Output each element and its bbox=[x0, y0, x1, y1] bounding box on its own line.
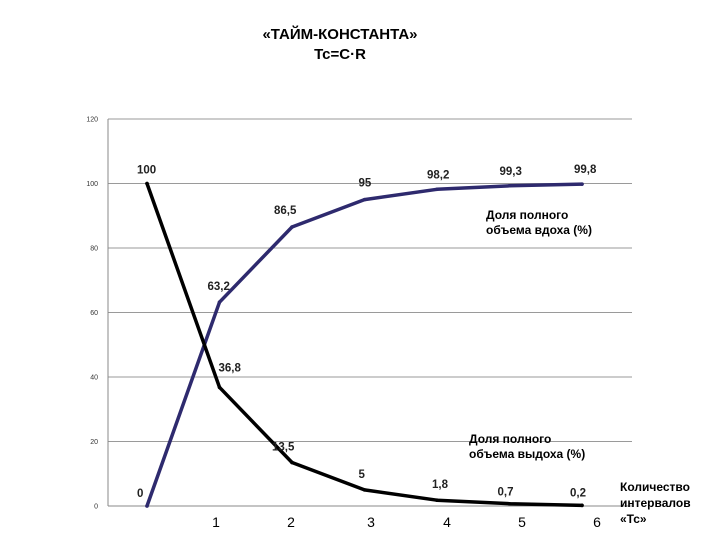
x-tick-label: 2 bbox=[287, 514, 295, 530]
legend-inhale: Доля полного объема вдоха (%) bbox=[486, 208, 592, 238]
legend-exhale: Доля полного объема выдоха (%) bbox=[469, 432, 585, 462]
data-labels: 0 63,2 86,5 95 98,2 99,3 99,8 100 36,8 13,5 5 1,8 0,… bbox=[137, 164, 597, 500]
y-tick-label: 20 bbox=[90, 439, 98, 446]
x-tick-label: 3 bbox=[367, 514, 375, 530]
y-tick-label: 120 bbox=[86, 117, 98, 124]
data-label-inhale: 98,2 bbox=[427, 169, 449, 181]
data-point bbox=[145, 181, 149, 186]
data-label-inhale: 99,8 bbox=[574, 164, 597, 176]
x-axis-title-line3: «Тс» bbox=[620, 512, 647, 526]
x-axis-title-line1: Количество bbox=[620, 480, 690, 494]
y-tick-label: 60 bbox=[90, 310, 98, 317]
y-tick-label: 80 bbox=[90, 246, 98, 253]
data-label-exhale: 0,2 bbox=[570, 487, 586, 499]
grid bbox=[108, 118, 632, 442]
x-tick-label: 1 bbox=[212, 514, 220, 530]
y-tick-label: 40 bbox=[90, 375, 98, 382]
x-axis-title: Количество интервалов «Тс» bbox=[620, 479, 691, 527]
chart-formula: Tc=C·R bbox=[314, 46, 366, 63]
legend-inhale-line1: Доля полного bbox=[486, 208, 569, 222]
data-label-inhale: 86,5 bbox=[274, 205, 297, 217]
y-tick-label: 100 bbox=[86, 181, 98, 188]
data-point bbox=[290, 225, 294, 229]
data-point bbox=[145, 504, 149, 508]
x-tick-label: 5 bbox=[518, 514, 526, 530]
legend-inhale-line2: объема вдоха (%) bbox=[486, 223, 592, 237]
data-point bbox=[435, 187, 439, 192]
data-point bbox=[507, 501, 512, 506]
data-point bbox=[580, 182, 584, 186]
data-label-exhale: 5 bbox=[359, 469, 366, 481]
x-tick-label: 4 bbox=[443, 514, 451, 530]
data-point bbox=[435, 498, 439, 502]
data-label-exhale: 100 bbox=[137, 165, 156, 177]
legend-exhale-line2: объема выдоха (%) bbox=[469, 447, 586, 461]
data-label-inhale: 63,2 bbox=[208, 281, 230, 293]
data-point bbox=[290, 460, 294, 465]
x-axis-title-line2: интервалов bbox=[620, 496, 691, 510]
legend-exhale-line1: Доля полного bbox=[469, 432, 552, 446]
data-label-inhale: 0 bbox=[137, 488, 143, 500]
series-lines bbox=[145, 181, 584, 508]
x-tick-label: 6 bbox=[593, 514, 601, 530]
data-label-inhale: 99,3 bbox=[500, 166, 522, 178]
data-point bbox=[217, 385, 222, 390]
data-label-exhale: 36,8 bbox=[219, 362, 242, 374]
chart-title: «ТАЙМ-КОНСТАНТА» bbox=[262, 26, 418, 43]
data-label-exhale: 1,8 bbox=[432, 479, 449, 491]
data-label-exhale: 0,7 bbox=[498, 487, 514, 499]
data-point bbox=[362, 488, 367, 492]
data-point bbox=[217, 300, 222, 304]
data-point bbox=[507, 183, 512, 188]
data-point bbox=[580, 503, 584, 508]
data-point bbox=[362, 197, 367, 202]
y-tick-label: 0 bbox=[94, 504, 98, 511]
data-label-inhale: 95 bbox=[359, 178, 372, 190]
data-label-exhale: 13,5 bbox=[272, 441, 295, 453]
